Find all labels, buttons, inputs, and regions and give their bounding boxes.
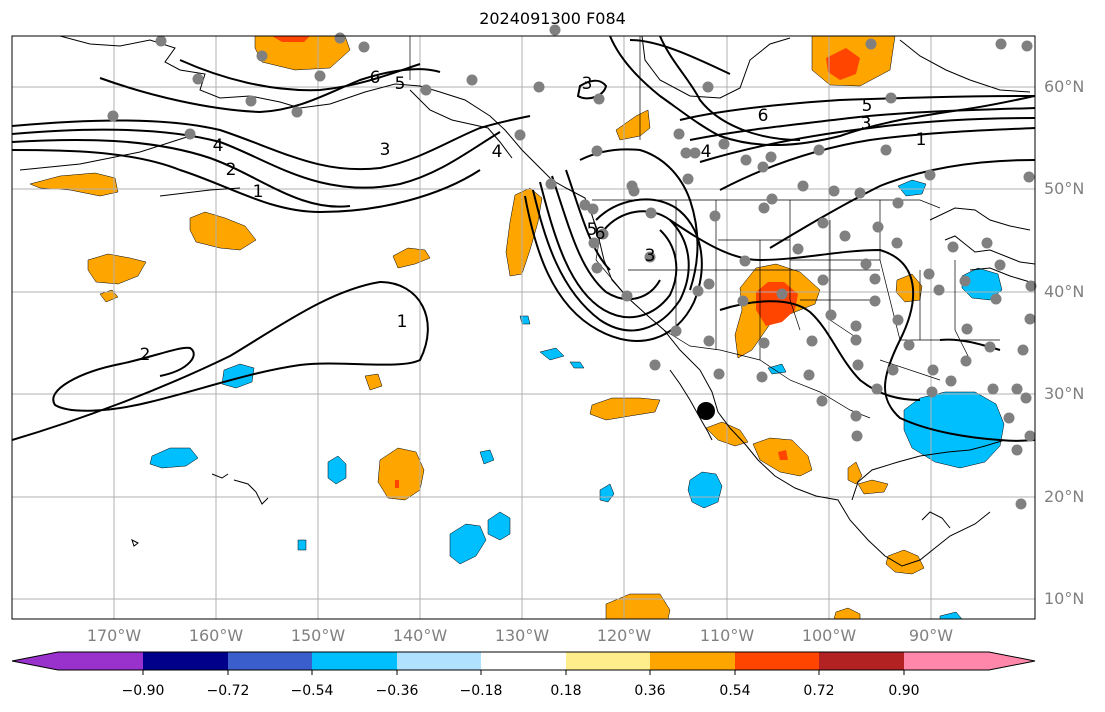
colorbar-tick-label: −0.72 (206, 683, 250, 699)
contour-label: 3 (582, 74, 593, 94)
colorbar-tick-label: −0.90 (121, 683, 165, 699)
contour-label: 3 (861, 114, 872, 134)
colorbar-tick-label: −0.18 (459, 683, 503, 699)
colorbar-tick-label: 0.36 (634, 683, 666, 699)
contour-label: 5 (862, 96, 873, 116)
lon-label: 90°W (908, 626, 954, 645)
contour-label: 4 (492, 142, 503, 162)
contour-label: 4 (701, 142, 712, 162)
colorbar-bin (481, 652, 566, 670)
lat-label: 10°N (1044, 589, 1085, 608)
lat-label: 30°N (1044, 384, 1085, 403)
colorbar-bin (904, 652, 989, 670)
contour-label: 1 (253, 182, 264, 202)
positive-anomaly-areas (29, 36, 925, 619)
lon-label: 110°W (699, 626, 755, 645)
map-frame (11, 35, 1036, 620)
colorbar-bin (58, 652, 143, 670)
lon-label: 120°W (596, 626, 652, 645)
contour-label: 3 (645, 246, 656, 266)
contour-label: 1 (397, 312, 408, 332)
contour-label: 6 (370, 68, 381, 88)
highlighted-point-marker (697, 402, 715, 420)
colorbar-extend-min (12, 652, 58, 670)
colorbar-bin (397, 652, 481, 670)
colorbar-tick-label: 0.90 (888, 683, 920, 699)
lon-label: 170°W (86, 626, 142, 645)
lon-label: 130°W (494, 626, 550, 645)
contour-label: 6 (595, 224, 606, 244)
contour-label: 5 (587, 220, 598, 240)
colorbar-bin (735, 652, 819, 670)
station-markers (107, 24, 1037, 510)
contour-label: 5 (395, 74, 406, 94)
colorbar-tick-label: 0.54 (719, 683, 751, 699)
colorbar-bin (312, 652, 397, 670)
colorbar-extend-max (989, 652, 1035, 670)
colorbar-tick-label: −0.36 (375, 683, 419, 699)
strong-positive-anomaly-areas (272, 36, 860, 488)
colorbar-bin (566, 652, 650, 670)
contour-label-group: 6 5 4 3 2 1 3 6 5 4 3 1 1 2 6 5 4 3 (140, 68, 927, 365)
colorbar-bin (228, 652, 312, 670)
lat-label: 50°N (1044, 179, 1085, 198)
contour-label: 2 (140, 345, 151, 365)
colorbar-tick-label: 0.18 (550, 683, 582, 699)
lon-label: 100°W (801, 626, 857, 645)
lat-label: 60°N (1044, 77, 1085, 96)
lon-label: 140°W (392, 626, 448, 645)
colorbar-bin (650, 652, 735, 670)
contour-label: 4 (213, 136, 224, 156)
colorbar-bin (819, 652, 904, 670)
lon-label: 150°W (290, 626, 346, 645)
map-title: 2024091300 F084 (479, 9, 626, 28)
contour-label: 1 (916, 130, 927, 150)
lat-label: 40°N (1044, 282, 1085, 301)
colorbar-tick-label: −0.54 (290, 683, 334, 699)
colorbar (11, 651, 1036, 675)
contour-label: 2 (226, 160, 237, 180)
lon-label: 160°W (188, 626, 244, 645)
colorbar-tick-label: 0.72 (803, 683, 835, 699)
contour-label: 3 (380, 140, 391, 160)
colorbar-bin (143, 652, 228, 670)
lat-label: 20°N (1044, 487, 1085, 506)
colorbar-outline (11, 651, 1036, 671)
contour-label: 6 (758, 106, 769, 126)
